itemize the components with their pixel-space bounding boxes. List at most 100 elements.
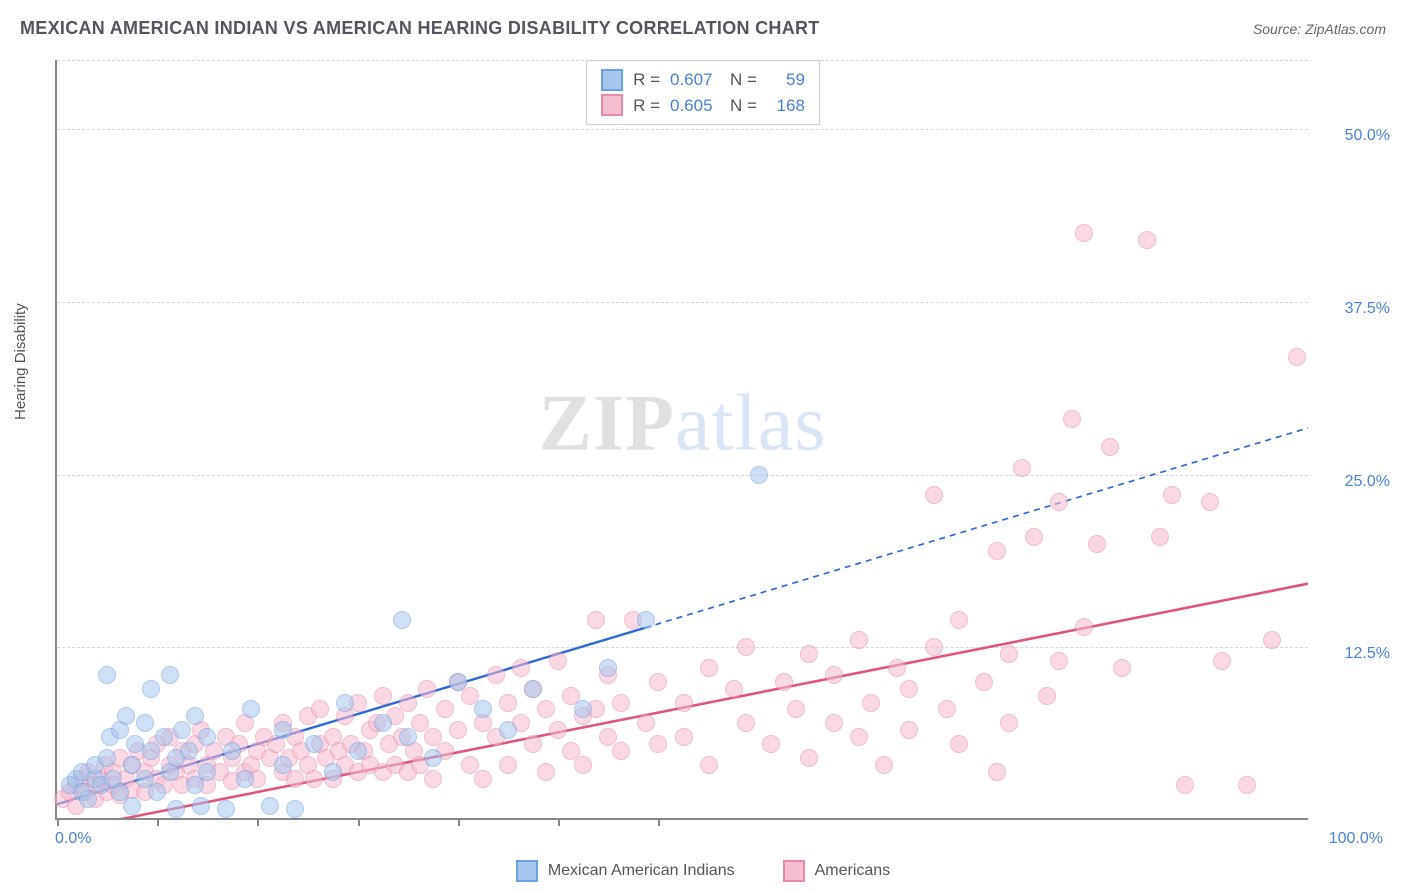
data-point-amer (537, 700, 555, 718)
trend-line-ext-mai (645, 428, 1308, 628)
data-point-mai (223, 742, 241, 760)
data-point-amer (549, 652, 567, 670)
data-point-amer (424, 770, 442, 788)
data-point-amer (1201, 493, 1219, 511)
data-point-mai (155, 728, 173, 746)
data-point-mai (186, 707, 204, 725)
data-point-amer (675, 694, 693, 712)
corr-N-label-mai: N = (730, 67, 757, 93)
grid-line (57, 647, 1308, 648)
data-point-amer (524, 735, 542, 753)
data-point-amer (499, 694, 517, 712)
data-point-amer (436, 700, 454, 718)
legend-swatch-amer (783, 860, 805, 882)
data-point-amer (1113, 659, 1131, 677)
data-point-mai (524, 680, 542, 698)
data-point-amer (1075, 618, 1093, 636)
data-point-amer (925, 638, 943, 656)
data-point-amer (499, 756, 517, 774)
data-point-amer (825, 714, 843, 732)
source-attribution: Source: ZipAtlas.com (1253, 21, 1386, 37)
data-point-mai (261, 797, 279, 815)
scatter-plot-area: ZIPatlas 12.5%25.0%37.5%50.0%0.0%100.0% (55, 60, 1308, 820)
data-point-mai (449, 673, 467, 691)
data-point-mai (167, 800, 185, 818)
data-point-amer (725, 680, 743, 698)
data-point-amer (537, 763, 555, 781)
data-point-amer (449, 721, 467, 739)
x-tick (157, 818, 159, 826)
data-point-mai (98, 749, 116, 767)
data-point-mai (637, 611, 655, 629)
data-point-amer (988, 542, 1006, 560)
data-point-amer (1000, 714, 1018, 732)
corr-R-label-amer: R = (633, 93, 660, 119)
data-point-mai (79, 790, 97, 808)
data-point-amer (1050, 652, 1068, 670)
data-point-amer (374, 687, 392, 705)
x-origin-label: 0.0% (55, 830, 91, 848)
data-point-mai (242, 700, 260, 718)
legend-label-mai: Mexican American Indians (548, 862, 735, 880)
data-point-amer (950, 735, 968, 753)
data-point-amer (1025, 528, 1043, 546)
data-point-amer (737, 714, 755, 732)
x-end-label: 100.0% (1329, 830, 1383, 848)
data-point-amer (800, 749, 818, 767)
data-point-amer (1075, 224, 1093, 242)
data-point-mai (399, 728, 417, 746)
data-point-mai (336, 694, 354, 712)
legend-item-amer: Americans (783, 860, 891, 882)
data-point-amer (700, 756, 718, 774)
data-point-amer (925, 486, 943, 504)
x-tick (658, 818, 660, 826)
legend-swatch-mai (516, 860, 538, 882)
data-point-amer (1213, 652, 1231, 670)
grid-line (57, 302, 1308, 303)
grid-line (57, 475, 1308, 476)
data-point-amer (787, 700, 805, 718)
data-point-amer (900, 680, 918, 698)
data-point-amer (612, 742, 630, 760)
data-point-mai (117, 707, 135, 725)
data-point-amer (637, 714, 655, 732)
data-point-amer (1000, 645, 1018, 663)
data-point-amer (1176, 776, 1194, 794)
grid-line (57, 129, 1308, 130)
data-point-amer (875, 756, 893, 774)
data-point-amer (975, 673, 993, 691)
data-point-amer (311, 700, 329, 718)
data-point-amer (649, 673, 667, 691)
x-tick (458, 818, 460, 826)
data-point-amer (938, 700, 956, 718)
data-point-amer (418, 680, 436, 698)
data-point-amer (825, 666, 843, 684)
data-point-amer (775, 673, 793, 691)
data-point-amer (800, 645, 818, 663)
corr-N-value-mai: 59 (767, 67, 805, 93)
swatch-amer (601, 94, 623, 116)
data-point-amer (487, 666, 505, 684)
corr-R-value-amer: 0.605 (670, 93, 720, 119)
data-point-amer (1238, 776, 1256, 794)
data-point-amer (512, 659, 530, 677)
data-point-mai (180, 742, 198, 760)
legend-label-amer: Americans (815, 862, 891, 880)
data-point-mai (274, 721, 292, 739)
y-tick-label: 25.0% (1345, 473, 1390, 491)
data-point-amer (900, 721, 918, 739)
swatch-mai (601, 69, 623, 91)
data-point-amer (1163, 486, 1181, 504)
data-point-amer (1151, 528, 1169, 546)
source-name: ZipAtlas.com (1305, 21, 1386, 37)
data-point-amer (950, 611, 968, 629)
data-point-amer (399, 694, 417, 712)
data-point-amer (1038, 687, 1056, 705)
data-point-amer (675, 728, 693, 746)
corr-R-value-mai: 0.607 (670, 67, 720, 93)
data-point-amer (1101, 438, 1119, 456)
corr-R-label-mai: R = (633, 67, 660, 93)
data-point-mai (374, 714, 392, 732)
corr-N-value-amer: 168 (767, 93, 805, 119)
data-point-mai (186, 776, 204, 794)
